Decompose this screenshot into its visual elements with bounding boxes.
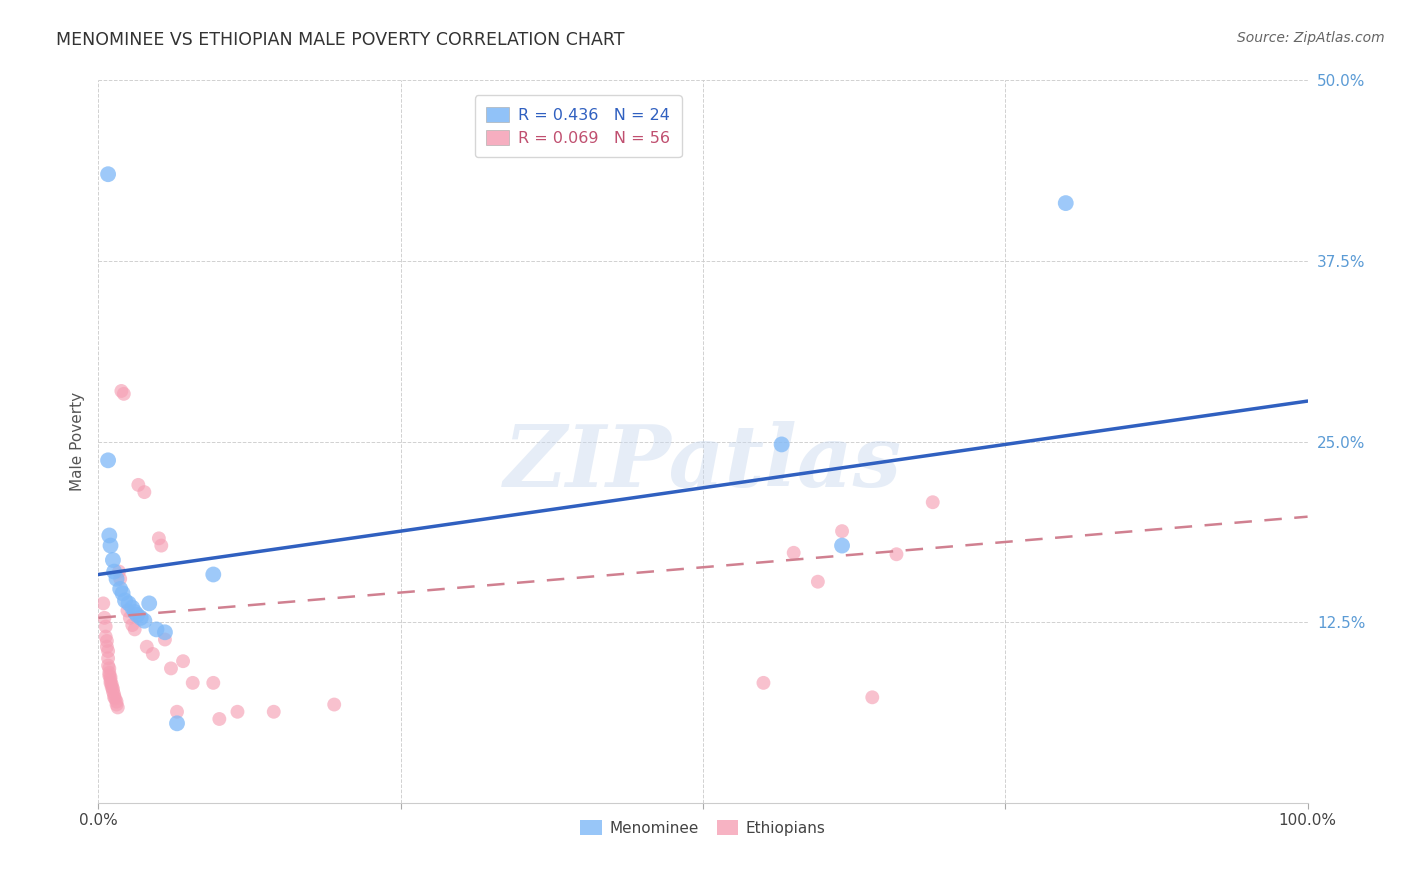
Point bbox=[103, 565, 125, 579]
Point bbox=[323, 698, 346, 712]
Point bbox=[108, 572, 131, 586]
Point bbox=[101, 684, 124, 698]
Point bbox=[886, 547, 908, 561]
Point bbox=[921, 495, 943, 509]
Point bbox=[105, 572, 128, 586]
Point bbox=[153, 625, 176, 640]
Point bbox=[103, 687, 125, 701]
Point bbox=[94, 619, 117, 633]
Y-axis label: Male Poverty: Male Poverty bbox=[69, 392, 84, 491]
Point bbox=[97, 651, 120, 665]
Point bbox=[93, 611, 115, 625]
Point bbox=[110, 384, 132, 398]
Point bbox=[166, 716, 188, 731]
Point bbox=[770, 437, 793, 451]
Point bbox=[105, 695, 128, 709]
Point bbox=[208, 712, 231, 726]
Point bbox=[118, 611, 141, 625]
Point bbox=[100, 680, 122, 694]
Point bbox=[105, 698, 128, 712]
Point bbox=[752, 676, 775, 690]
Point bbox=[91, 596, 114, 610]
Point bbox=[127, 478, 149, 492]
Point bbox=[103, 690, 125, 705]
Point bbox=[98, 528, 121, 542]
Point bbox=[134, 614, 156, 628]
Point bbox=[142, 647, 165, 661]
Point bbox=[96, 634, 118, 648]
Text: ZIPatlas: ZIPatlas bbox=[503, 421, 903, 505]
Point bbox=[97, 167, 120, 181]
Point bbox=[100, 676, 122, 690]
Point bbox=[97, 644, 120, 658]
Point bbox=[104, 691, 127, 706]
Point bbox=[127, 607, 149, 622]
Point bbox=[129, 611, 152, 625]
Point bbox=[101, 553, 124, 567]
Point bbox=[145, 623, 167, 637]
Point bbox=[100, 677, 122, 691]
Point bbox=[97, 453, 120, 467]
Point bbox=[108, 582, 131, 596]
Point bbox=[226, 705, 249, 719]
Point bbox=[148, 532, 170, 546]
Point bbox=[97, 658, 120, 673]
Text: Source: ZipAtlas.com: Source: ZipAtlas.com bbox=[1237, 31, 1385, 45]
Point bbox=[202, 567, 225, 582]
Point bbox=[135, 640, 157, 654]
Point bbox=[124, 623, 146, 637]
Point bbox=[181, 676, 204, 690]
Point bbox=[124, 605, 146, 619]
Point bbox=[172, 654, 194, 668]
Point bbox=[94, 630, 117, 644]
Point bbox=[108, 565, 131, 579]
Point bbox=[100, 670, 122, 684]
Point bbox=[1054, 196, 1077, 211]
Point bbox=[101, 681, 124, 696]
Point bbox=[100, 673, 122, 687]
Point bbox=[831, 524, 853, 538]
Point bbox=[153, 632, 176, 647]
Point bbox=[111, 586, 134, 600]
Point bbox=[121, 600, 143, 615]
Point bbox=[112, 387, 135, 401]
Point bbox=[98, 668, 121, 682]
Point bbox=[202, 676, 225, 690]
Legend: Menominee, Ethiopians: Menominee, Ethiopians bbox=[574, 814, 832, 842]
Point bbox=[118, 596, 141, 610]
Point bbox=[782, 546, 804, 560]
Point bbox=[831, 539, 853, 553]
Point bbox=[166, 705, 188, 719]
Point bbox=[160, 661, 183, 675]
Point bbox=[117, 604, 139, 618]
Point bbox=[96, 640, 118, 654]
Point bbox=[107, 700, 129, 714]
Point bbox=[860, 690, 883, 705]
Point bbox=[98, 661, 121, 675]
Text: MENOMINEE VS ETHIOPIAN MALE POVERTY CORRELATION CHART: MENOMINEE VS ETHIOPIAN MALE POVERTY CORR… bbox=[56, 31, 624, 49]
Point bbox=[807, 574, 830, 589]
Point bbox=[121, 618, 143, 632]
Point bbox=[134, 485, 156, 500]
Point bbox=[100, 539, 122, 553]
Point bbox=[114, 593, 136, 607]
Point bbox=[150, 539, 173, 553]
Point bbox=[98, 665, 121, 680]
Point bbox=[138, 596, 160, 610]
Point bbox=[263, 705, 285, 719]
